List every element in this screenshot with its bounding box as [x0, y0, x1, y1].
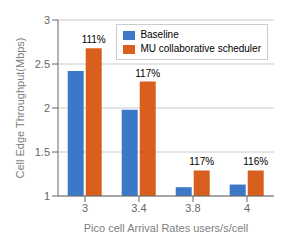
svg-text:116%: 116%: [243, 156, 268, 167]
svg-text:3: 3: [44, 14, 50, 26]
html-text:Baseline: Baseline: [140, 29, 179, 40]
svg-text:3.8: 3.8: [185, 202, 200, 214]
svg-text:4: 4: [244, 202, 250, 214]
svg-text:2.5: 2.5: [35, 58, 50, 70]
svg-text:Cell Edge Throughput(Mbps): Cell Edge Throughput(Mbps): [14, 37, 26, 178]
svg-text:3: 3: [82, 202, 88, 214]
svg-text:117%: 117%: [189, 156, 214, 167]
svg-text:117%: 117%: [135, 68, 160, 79]
svg-text:Pico cell Arrival Rates users/: Pico cell Arrival Rates users/s/cell: [84, 222, 248, 234]
html-text:MU collaborative scheduler: MU collaborative scheduler: [140, 43, 261, 54]
svg-text:3.4: 3.4: [131, 202, 146, 214]
svg-text:1: 1: [44, 190, 50, 202]
svg-text:2: 2: [44, 102, 50, 114]
svg-text:111%: 111%: [82, 34, 106, 45]
svg-text:1.5: 1.5: [35, 146, 50, 158]
